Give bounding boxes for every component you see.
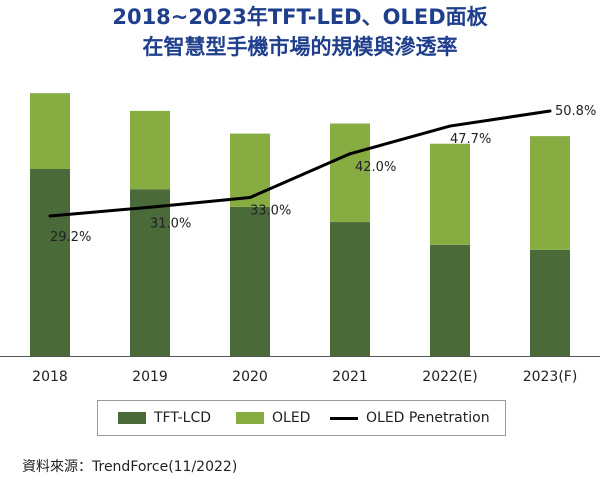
legend-item-tft-lcd: TFT-LCD [118, 401, 211, 435]
legend-item-oled-penetration: OLED Penetration [330, 401, 490, 435]
legend-label-oled: OLED [272, 410, 311, 426]
legend-label-tft-lcd: TFT-LCD [154, 410, 212, 426]
chart-title-line-2: 在智慧型手機市場的規模與滲透率 [142, 35, 458, 59]
bar-oled-2 [230, 133, 270, 207]
penetration-label-5: 50.8% [555, 104, 596, 119]
penetration-label-0: 29.2% [50, 230, 91, 245]
legend-swatch-oled [236, 412, 264, 424]
legend-label-oled-penetration: OLED Penetration [366, 410, 490, 426]
penetration-point-2 [248, 196, 252, 200]
legend: TFT-LCD OLED OLED Penetration [97, 400, 506, 436]
x-tick-label-4: 2022(E) [422, 369, 477, 385]
bar-tft-lcd-0 [30, 168, 70, 356]
chart-area: 2018 2019 2020 2021 2022(E) 2023(F) 29.2% 31.0%… [0, 93, 600, 385]
penetration-label-2: 33.0% [250, 204, 291, 219]
source-note: 資料來源：TrendForce(11/2022) [22, 459, 238, 475]
legend-line-oled-penetration [330, 416, 358, 420]
legend-item-oled: OLED [236, 401, 310, 435]
bar-oled-4 [430, 143, 470, 245]
x-tick-label-1: 2019 [132, 369, 168, 385]
legend-swatch-tft-lcd [118, 412, 146, 424]
bar-tft-lcd-2 [230, 206, 270, 356]
bar-oled-5 [530, 136, 570, 250]
bar-tft-lcd-5 [530, 249, 570, 356]
x-tick-label-3: 2021 [332, 369, 368, 385]
penetration-point-3 [348, 152, 352, 156]
x-tick-label-0: 2018 [32, 369, 68, 385]
penetration-point-0 [48, 214, 52, 218]
x-tick-label-2: 2020 [232, 369, 268, 385]
bar-tft-lcd-3 [330, 222, 370, 356]
oled-penetration-line [49, 109, 551, 218]
chart-title-line-1: 2018~2023年TFT-LED、OLED面板 [112, 5, 488, 29]
penetration-label-1: 31.0% [150, 216, 191, 231]
x-tick-label-5: 2023(F) [523, 369, 578, 385]
penetration-point-1 [148, 205, 152, 209]
bar-oled-3 [330, 123, 370, 223]
penetration-label-3: 42.0% [355, 160, 396, 175]
penetration-point-5 [548, 109, 552, 113]
bar-oled-1 [130, 110, 170, 190]
bar-oled-0 [30, 93, 70, 169]
bar-tft-lcd-1 [130, 189, 170, 356]
bar-tft-lcd-4 [430, 244, 470, 356]
penetration-point-4 [448, 124, 452, 128]
penetration-label-4: 47.7% [450, 132, 491, 147]
